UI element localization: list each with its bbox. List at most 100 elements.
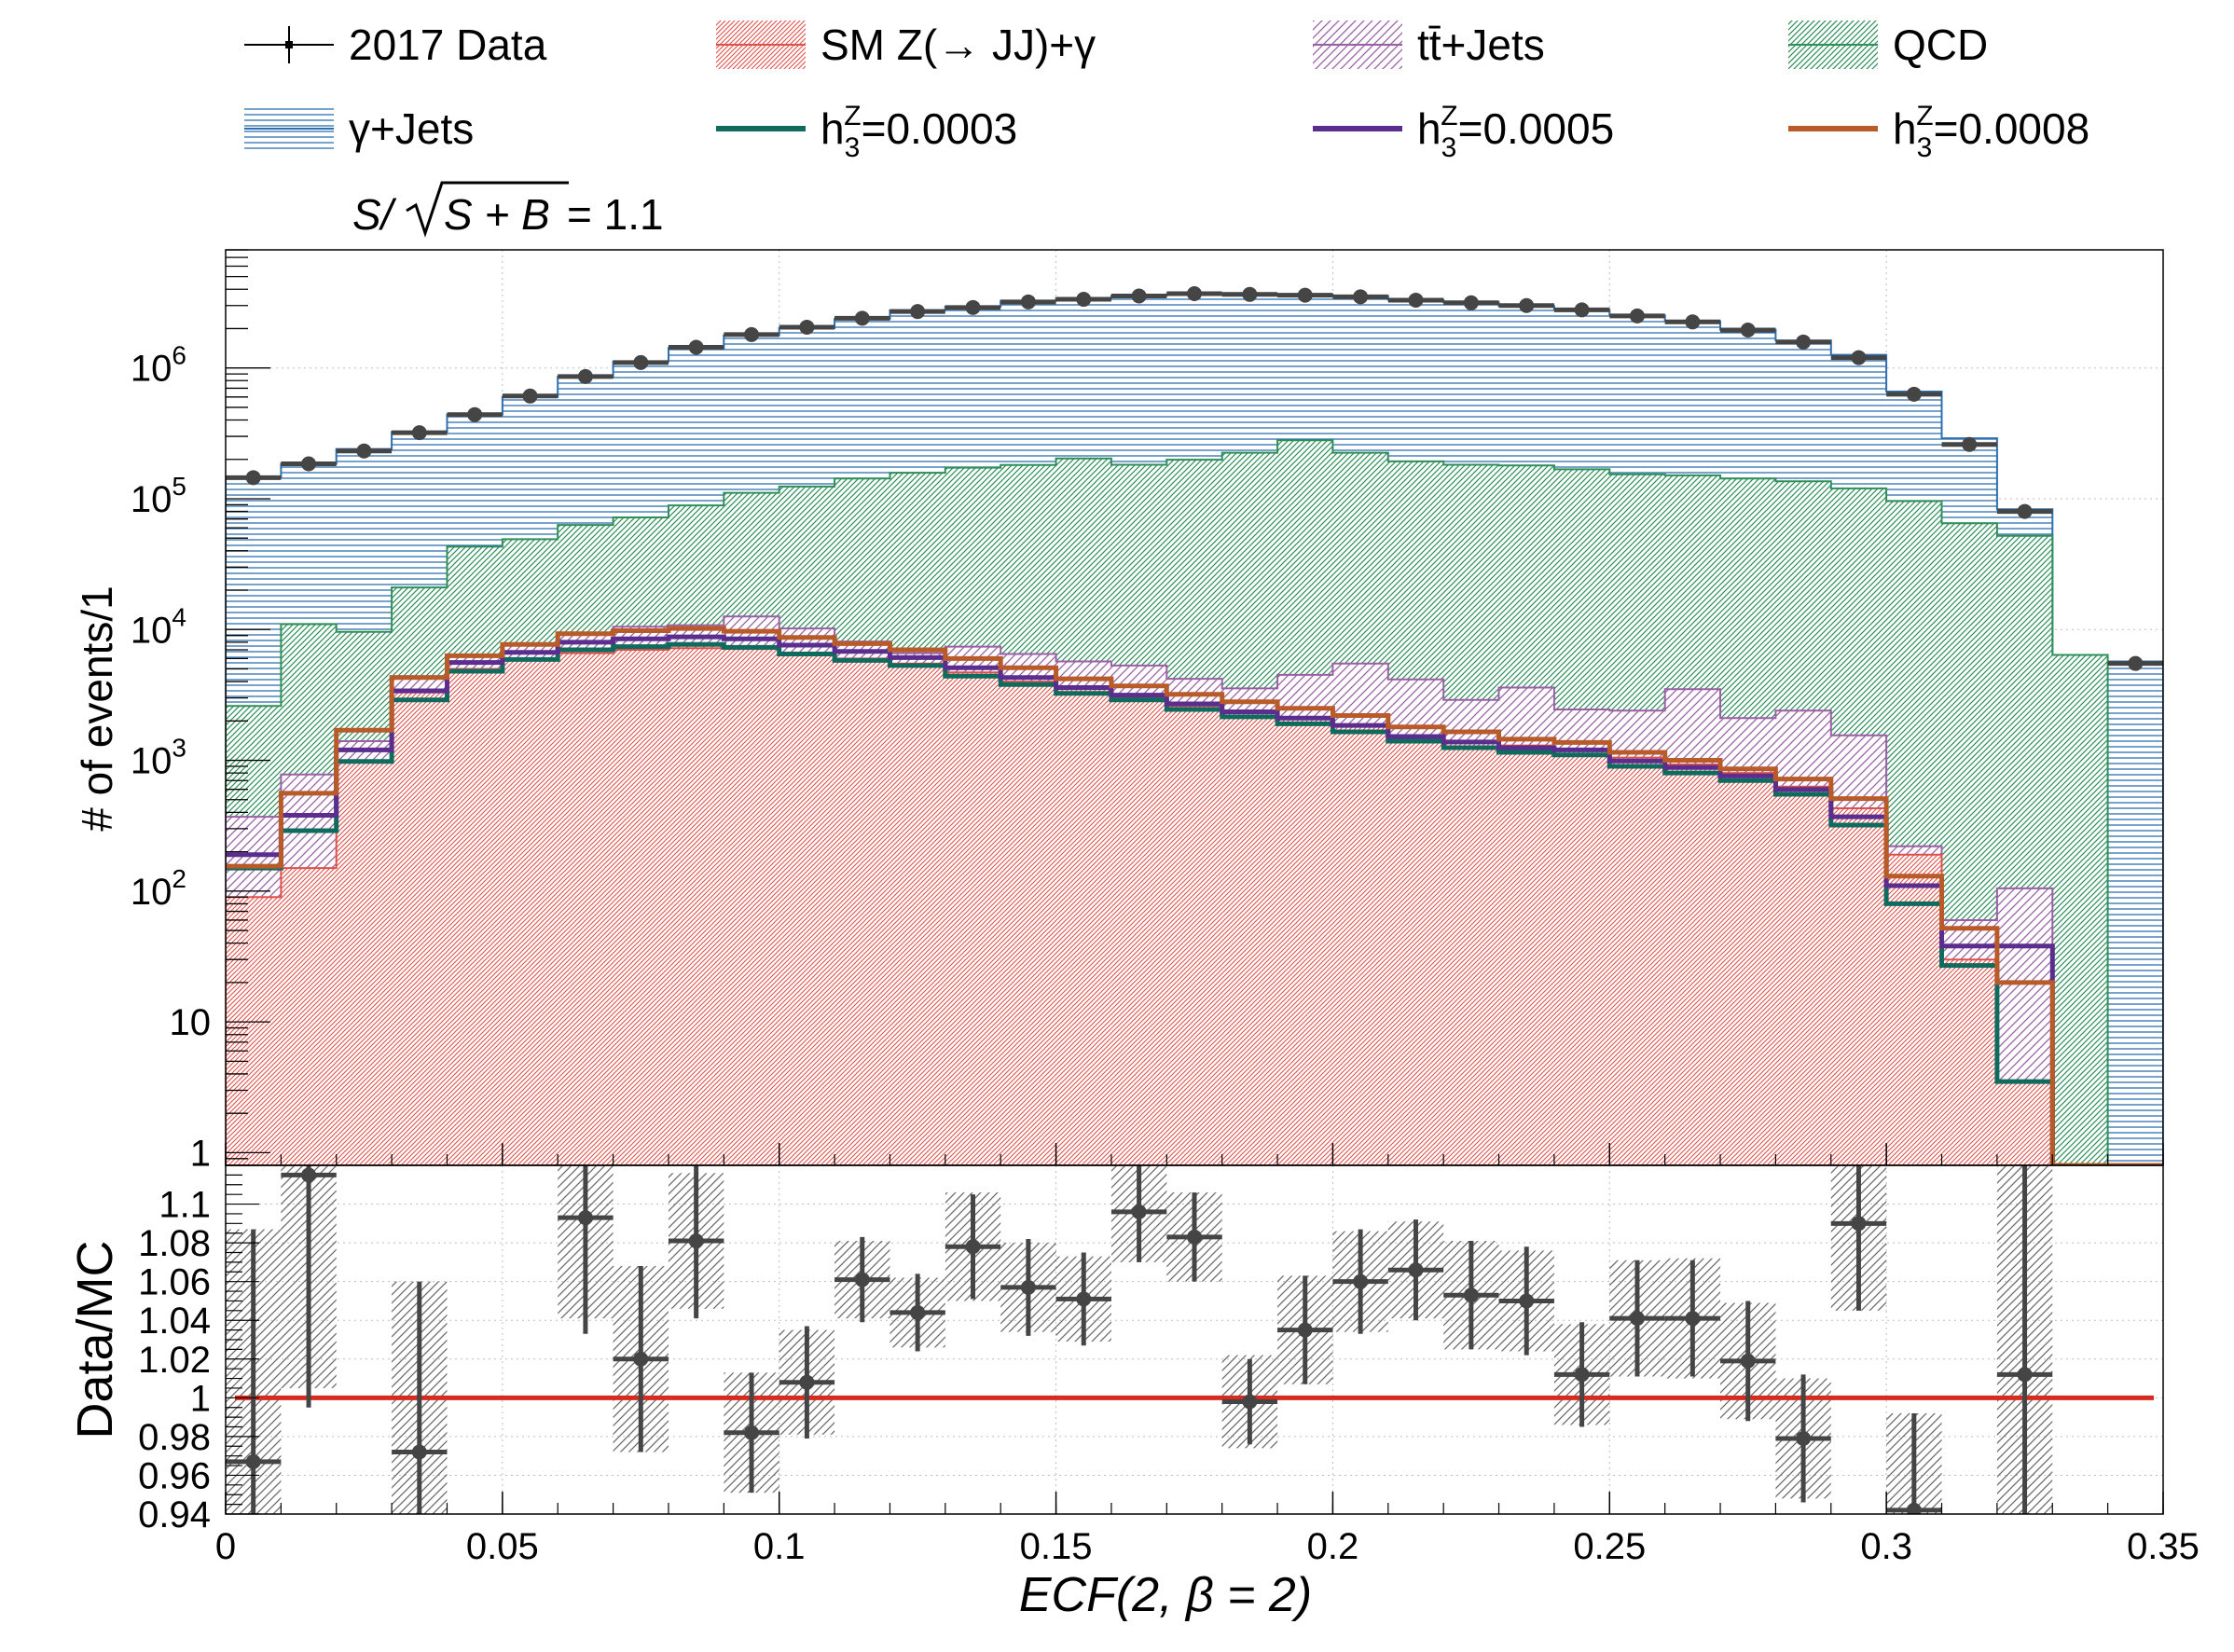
legend-label-qcd: QCD bbox=[1893, 21, 1988, 69]
legend-item-gj: γ+Jets bbox=[244, 104, 474, 153]
legend-label-sub: 3 bbox=[1441, 132, 1457, 163]
ratio-point bbox=[1187, 1229, 1202, 1245]
ratio-point bbox=[1740, 1353, 1756, 1369]
h3-line bbox=[226, 626, 2163, 1165]
data-point bbox=[1574, 302, 1590, 318]
legend-item-data: 2017 Data bbox=[244, 21, 547, 69]
ratio-point bbox=[1242, 1394, 1258, 1410]
ratio-y-tick-label: 0.96 bbox=[138, 1455, 211, 1496]
annotation-root-content: S + B bbox=[444, 190, 550, 239]
ratio-point bbox=[1297, 1322, 1313, 1338]
legend-label-tt: tt̄+Jets bbox=[1417, 21, 1545, 69]
data-point bbox=[1131, 288, 1147, 304]
ratio-point bbox=[2017, 1367, 2033, 1383]
data-point bbox=[1187, 285, 1202, 301]
ratio-point bbox=[245, 1453, 261, 1469]
x-tick-label: 0 bbox=[215, 1526, 236, 1567]
data-point bbox=[799, 319, 815, 335]
legend-item-h1: h3Z=0.0003 bbox=[716, 101, 1017, 163]
legend-label-sup: Z bbox=[844, 101, 861, 131]
legend-label-gj: γ+Jets bbox=[349, 104, 474, 153]
ratio-axis-ticks: 0 0.05 0.1 0.15 0.2 0.25 0.3 0.350.940.960.9811… bbox=[138, 1164, 2200, 1567]
ratio-point bbox=[1020, 1279, 1036, 1295]
annotation-root-sign bbox=[406, 181, 569, 238]
h1-line bbox=[226, 641, 2163, 1165]
data-point bbox=[1297, 287, 1313, 303]
ratio-point bbox=[910, 1304, 926, 1320]
data-points bbox=[226, 285, 2163, 671]
legend-label-value: =0.0005 bbox=[1458, 104, 1615, 153]
data-point bbox=[854, 310, 870, 326]
data-point bbox=[301, 456, 317, 472]
main-axis-ticks: 1 10 102 103 104 105 106 bbox=[131, 249, 2164, 1174]
significance-annotation: S/S + B = 1.1 bbox=[352, 181, 664, 239]
ratio-y-tick-label: 1 bbox=[190, 1378, 211, 1419]
ratio-point bbox=[301, 1167, 317, 1183]
main-y-tick-exponent: 3 bbox=[172, 734, 186, 763]
legend-label-value: =0.0008 bbox=[1934, 104, 2090, 153]
ratio-y-tick-label: 1.06 bbox=[138, 1262, 211, 1303]
main-y-tick-exponent: 2 bbox=[172, 864, 186, 893]
ratio-y-tick-label: 1.1 bbox=[159, 1185, 211, 1226]
main-y-tick-label: 10 bbox=[170, 1002, 212, 1043]
main-y-tick-exponent: 5 bbox=[172, 472, 186, 501]
data-point bbox=[1629, 308, 1645, 324]
ratio-point bbox=[411, 1444, 427, 1460]
legend-label-sub: 3 bbox=[845, 132, 861, 163]
data-point bbox=[1463, 295, 1479, 310]
ratio-point bbox=[1685, 1311, 1701, 1327]
data-point bbox=[1408, 292, 1424, 308]
legend-data-marker bbox=[285, 41, 293, 48]
h2-line bbox=[226, 634, 2163, 1165]
legend-label-value: =0.0003 bbox=[862, 104, 1018, 153]
data-point bbox=[965, 299, 981, 315]
ratio-point bbox=[1131, 1204, 1147, 1219]
legend-item-qcd: QCD bbox=[1788, 21, 1988, 69]
main-y-tick-label: 102 bbox=[131, 864, 186, 913]
data-point bbox=[1906, 386, 1922, 402]
data-point bbox=[522, 388, 538, 404]
main-y-tick-exponent: 4 bbox=[172, 602, 186, 631]
data-point bbox=[2128, 655, 2144, 671]
data-point bbox=[1851, 350, 1867, 365]
data-point bbox=[1685, 314, 1701, 330]
legend-label-sub: 3 bbox=[1917, 132, 1933, 163]
data-point bbox=[633, 354, 649, 370]
x-tick-label: 0.25 bbox=[1573, 1526, 1646, 1567]
signal-lines bbox=[226, 626, 2163, 1165]
ratio-point bbox=[633, 1351, 649, 1367]
data-point bbox=[2017, 503, 2033, 519]
legend-label-h2: h3Z=0.0005 bbox=[1417, 101, 1614, 163]
legend-label-sup: Z bbox=[1916, 101, 1933, 131]
data-point bbox=[1796, 334, 1812, 350]
main-panel: 1 10 102 103 104 105 106 # of events/1 bbox=[73, 249, 2164, 1174]
data-point bbox=[577, 368, 593, 384]
main-y-tick-label: 105 bbox=[131, 472, 186, 520]
annotation-prefix: S/ bbox=[352, 190, 397, 239]
ratio-y-tick-label: 0.98 bbox=[138, 1417, 211, 1458]
main-y-tick-label: 1 bbox=[190, 1133, 211, 1174]
ratio-y-tick-label: 1.04 bbox=[138, 1301, 211, 1342]
annotation-value: = 1.1 bbox=[567, 190, 664, 239]
ratio-point bbox=[1519, 1293, 1535, 1309]
data-point bbox=[245, 470, 261, 486]
stacked-histograms bbox=[226, 293, 2163, 1165]
legend-item-tt: tt̄+Jets bbox=[1313, 21, 1545, 69]
data-point bbox=[1242, 286, 1258, 302]
data-point bbox=[1962, 436, 1978, 452]
legend-label-data: 2017 Data bbox=[349, 21, 547, 69]
ratio-point bbox=[1353, 1273, 1369, 1289]
legend-label-sup: Z bbox=[1441, 101, 1457, 131]
data-point bbox=[1020, 294, 1036, 310]
ratio-y-tick-label: 1.08 bbox=[138, 1223, 211, 1264]
x-tick-label: 0.3 bbox=[1860, 1526, 1912, 1567]
ratio-points bbox=[226, 1165, 2053, 1514]
ratio-point bbox=[1629, 1311, 1645, 1327]
data-point bbox=[1740, 323, 1756, 338]
legend-label-zg: SM Z(→ JJ)+γ bbox=[821, 21, 1096, 69]
ratio-y-tick-label: 1.02 bbox=[138, 1340, 211, 1381]
main-y-tick-label: 103 bbox=[131, 734, 186, 782]
ratio-point bbox=[1574, 1367, 1590, 1383]
ratio-point bbox=[965, 1239, 981, 1255]
main-y-tick-label: 106 bbox=[131, 341, 186, 390]
